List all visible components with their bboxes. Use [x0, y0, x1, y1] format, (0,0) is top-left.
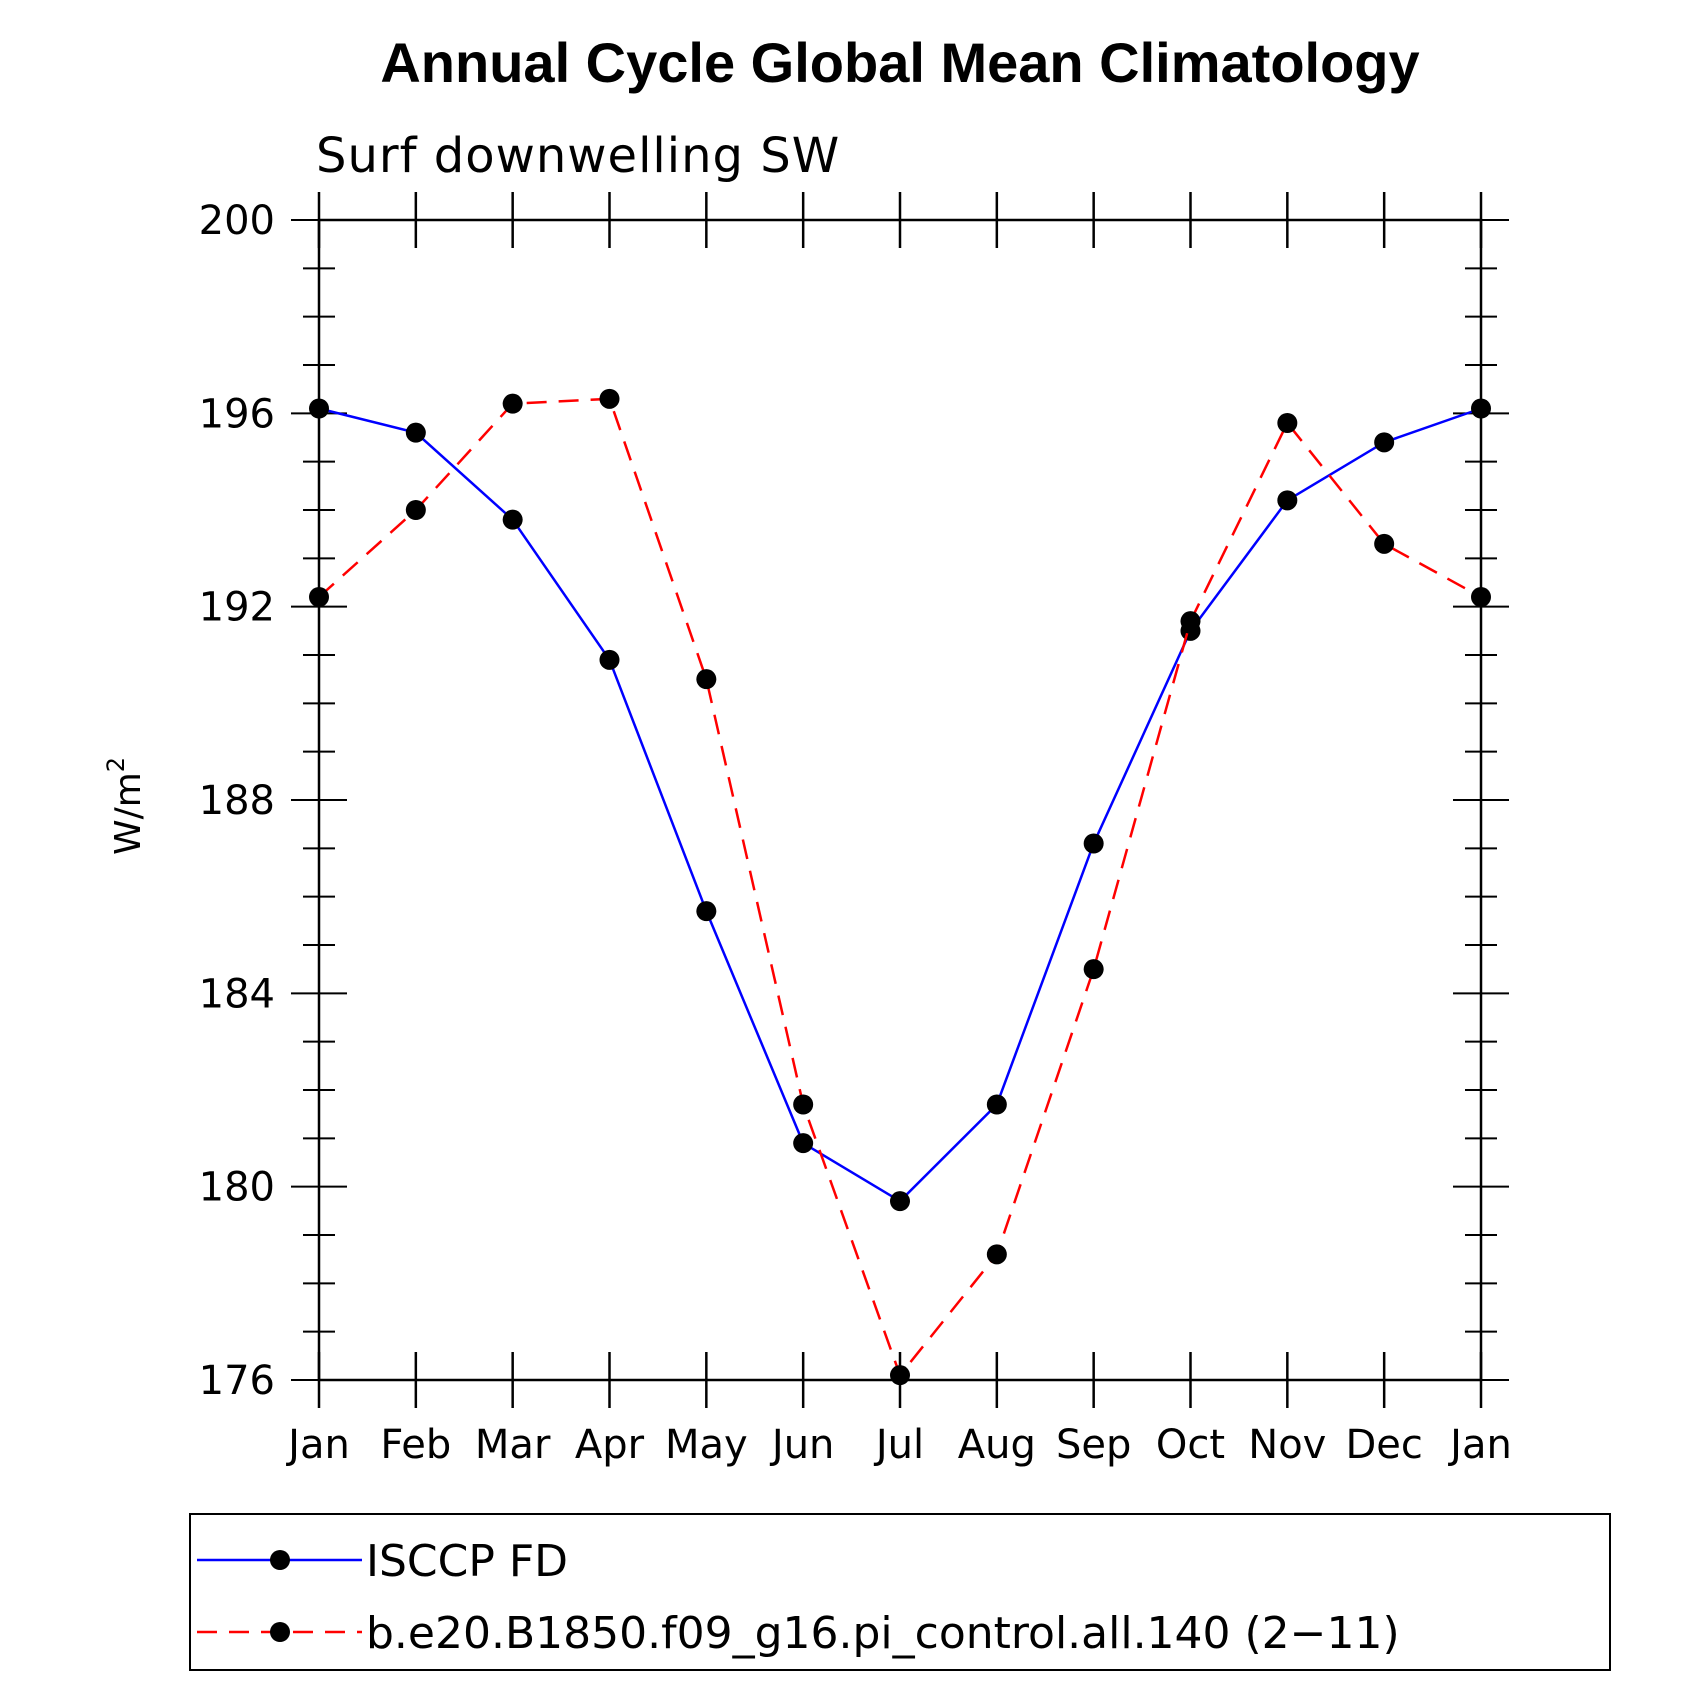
series-1-point — [502, 393, 523, 414]
series-0-point — [1083, 833, 1104, 854]
series-1-point — [1277, 413, 1298, 433]
x-tick-label: Mar — [475, 1422, 551, 1468]
x-tick-label: Aug — [958, 1422, 1036, 1468]
series-layer — [309, 388, 1491, 1386]
series-1-point — [696, 669, 717, 690]
x-tick-label: Nov — [1248, 1422, 1326, 1468]
series-1-point — [986, 1244, 1007, 1265]
y-tick-label: 196 — [199, 391, 275, 437]
y-axis-label-superscript: 2 — [102, 757, 130, 772]
y-axis-tick-labels: 176 180 184 188 192 196 200 — [199, 198, 275, 1404]
legend-label-isccp: ISCCP FD — [366, 1536, 568, 1587]
series-1-point — [890, 1365, 910, 1386]
y-tick-label: 180 — [199, 1165, 275, 1211]
chart-title: Annual Cycle Global Mean Climatology — [380, 31, 1419, 94]
legend-marker-model — [270, 1622, 290, 1642]
y-tick-label: 200 — [199, 198, 275, 244]
chart-subtitle: Surf downwelling SW — [316, 128, 840, 184]
y-tick-label: 176 — [199, 1358, 275, 1404]
series-0-point — [1471, 398, 1491, 419]
series-1-point — [793, 1094, 814, 1115]
series-0-point — [502, 509, 523, 530]
x-tick-label: Jan — [1447, 1422, 1512, 1468]
series-1-point — [309, 587, 329, 607]
x-tick-label: Oct — [1156, 1422, 1225, 1468]
x-tick-label: Jun — [769, 1422, 835, 1468]
x-tick-label: Feb — [380, 1422, 451, 1468]
x-tick-label: May — [665, 1422, 748, 1468]
y-tick-label: 188 — [199, 778, 275, 824]
y-tick-label: 192 — [199, 585, 275, 631]
x-tick-label: Jul — [873, 1422, 924, 1468]
series-1-point — [1471, 587, 1491, 607]
x-tick-label: Apr — [575, 1422, 645, 1468]
series-0-point — [696, 901, 717, 922]
series-0-point — [793, 1133, 814, 1154]
axes — [291, 192, 1509, 1408]
series-0-point — [1374, 432, 1395, 453]
legend: ISCCP FD b.e20.B1850.f09_g16.pi_control.… — [189, 1513, 1611, 1671]
series-1-point — [405, 500, 426, 520]
series-1-point — [1180, 611, 1201, 632]
series-0-point — [986, 1094, 1007, 1115]
x-tick-label: Dec — [1345, 1422, 1422, 1468]
y-axis-label: W/m2 — [102, 757, 149, 855]
x-tick-label: Jan — [285, 1422, 350, 1468]
legend-marker-isccp — [270, 1550, 290, 1570]
legend-label-model: b.e20.B1850.f09_g16.pi_control.all.140 (… — [366, 1608, 1400, 1659]
series-line-0 — [318, 407, 1482, 1203]
y-axis-label-unit: W/m — [108, 772, 149, 855]
series-0-point — [599, 649, 620, 670]
series-0-point — [1277, 490, 1298, 511]
series-1-point — [599, 388, 620, 409]
series-0-point — [405, 422, 426, 443]
x-axis-tick-labels: Jan Feb Mar Apr May Jun Jul Aug Sep Oct Nov Dec Jan — [285, 1422, 1512, 1468]
legend-box — [189, 1513, 1611, 1671]
series-1-point — [1083, 959, 1104, 980]
x-tick-label: Sep — [1056, 1422, 1131, 1468]
series-1-point — [1374, 533, 1395, 554]
series-0-point — [890, 1191, 910, 1212]
series-line-1 — [318, 397, 1482, 1378]
series-0-point — [309, 398, 329, 419]
y-tick-label: 184 — [199, 971, 275, 1017]
